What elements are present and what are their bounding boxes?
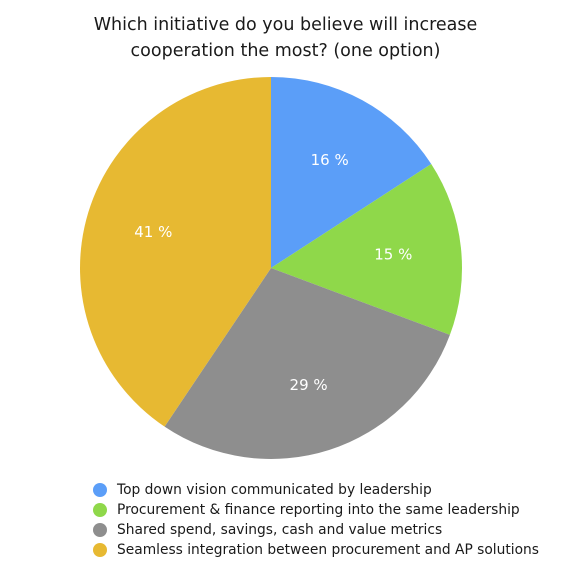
legend-swatch-green (93, 503, 107, 517)
slice-value-label: 29 % (290, 376, 328, 394)
chart-title: Which initiative do you believe will inc… (0, 12, 571, 64)
legend-item: Procurement & finance reporting into the… (93, 500, 539, 520)
slice-value-label: 16 % (311, 151, 349, 169)
legend-label: Shared spend, savings, cash and value me… (117, 522, 443, 538)
legend: Top down vision communicated by leadersh… (93, 480, 539, 560)
legend-item: Shared spend, savings, cash and value me… (93, 520, 539, 540)
pie-slice-3 (80, 77, 271, 427)
slice-value-label: 41 % (134, 223, 172, 241)
legend-label: Seamless integration between procurement… (117, 542, 539, 558)
legend-swatch-gray (93, 523, 107, 537)
pie-slice-2 (164, 268, 450, 459)
legend-label: Top down vision communicated by leadersh… (117, 482, 432, 498)
legend-label: Procurement & finance reporting into the… (117, 502, 520, 518)
slice-value-label: 15 % (374, 246, 412, 264)
legend-item: Top down vision communicated by leadersh… (93, 480, 539, 500)
pie-slice-0 (271, 77, 432, 268)
pie-slice-1 (271, 164, 462, 335)
chart-title-line-2: cooperation the most? (one option) (130, 41, 441, 61)
legend-swatch-yellow (93, 543, 107, 557)
legend-item: Seamless integration between procurement… (93, 540, 539, 560)
chart-title-line-1: Which initiative do you believe will inc… (93, 15, 478, 35)
legend-swatch-blue (93, 483, 107, 497)
